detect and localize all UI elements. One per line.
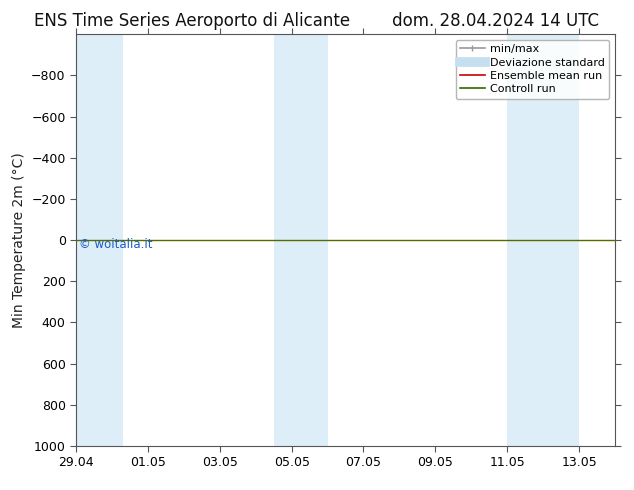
Bar xyxy=(292,34,328,446)
Y-axis label: Min Temperature 2m (°C): Min Temperature 2m (°C) xyxy=(11,152,25,328)
Bar xyxy=(76,34,123,446)
Text: ENS Time Series Aeroporto di Alicante        dom. 28.04.2024 14 UTC: ENS Time Series Aeroporto di Alicante do… xyxy=(34,12,600,30)
Bar xyxy=(525,34,579,446)
Text: © woitalia.it: © woitalia.it xyxy=(79,238,152,251)
Bar xyxy=(507,34,525,446)
Legend: min/max, Deviazione standard, Ensemble mean run, Controll run: min/max, Deviazione standard, Ensemble m… xyxy=(456,40,609,99)
Bar xyxy=(274,34,292,446)
